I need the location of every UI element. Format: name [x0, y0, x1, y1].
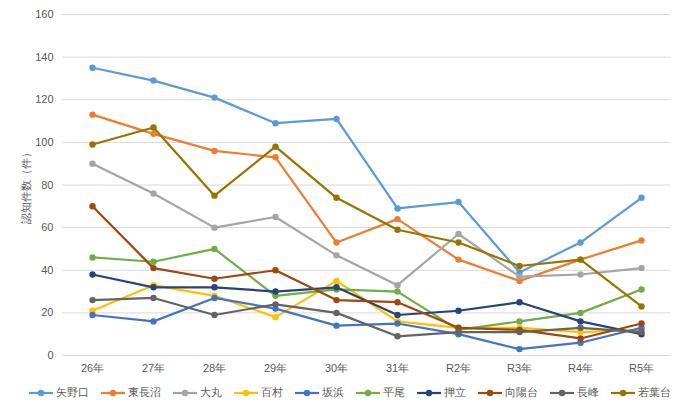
- svg-text:27年: 27年: [142, 362, 165, 374]
- svg-text:31年: 31年: [386, 362, 409, 374]
- html-text:平尾: 平尾: [383, 386, 405, 398]
- svg-text:R5年: R5年: [629, 362, 654, 374]
- html-text:長峰: 長峰: [577, 386, 599, 398]
- svg-text:30年: 30年: [325, 362, 348, 374]
- svg-text:160: 160: [35, 8, 53, 20]
- svg-text:120: 120: [35, 93, 53, 105]
- html-text:坂浜: 坂浜: [322, 386, 344, 398]
- html-text:押立: 押立: [444, 386, 466, 398]
- svg-text:40: 40: [41, 264, 53, 276]
- svg-text:80: 80: [41, 179, 53, 191]
- svg-text:29年: 29年: [264, 362, 287, 374]
- svg-text:26年: 26年: [81, 362, 104, 374]
- html-text:大丸: 大丸: [200, 386, 222, 398]
- html-text:百村: 百村: [261, 386, 283, 398]
- svg-text:R4年: R4年: [568, 362, 593, 374]
- svg-text:認知件数（件）: 認知件数（件）: [20, 147, 32, 224]
- svg-text:140: 140: [35, 51, 53, 63]
- html-text:矢野口: 矢野口: [56, 386, 89, 398]
- svg-text:R3年: R3年: [507, 362, 532, 374]
- svg-text:60: 60: [41, 221, 53, 233]
- svg-text:0: 0: [47, 349, 53, 361]
- svg-text:100: 100: [35, 136, 53, 148]
- html-text:若葉台: 若葉台: [638, 386, 671, 398]
- html-text:向陽台: 向陽台: [505, 386, 538, 398]
- svg-text:28年: 28年: [203, 362, 226, 374]
- html-text:東長沼: 東長沼: [128, 386, 161, 398]
- svg-text:R2年: R2年: [446, 362, 471, 374]
- svg-text:20: 20: [41, 306, 53, 318]
